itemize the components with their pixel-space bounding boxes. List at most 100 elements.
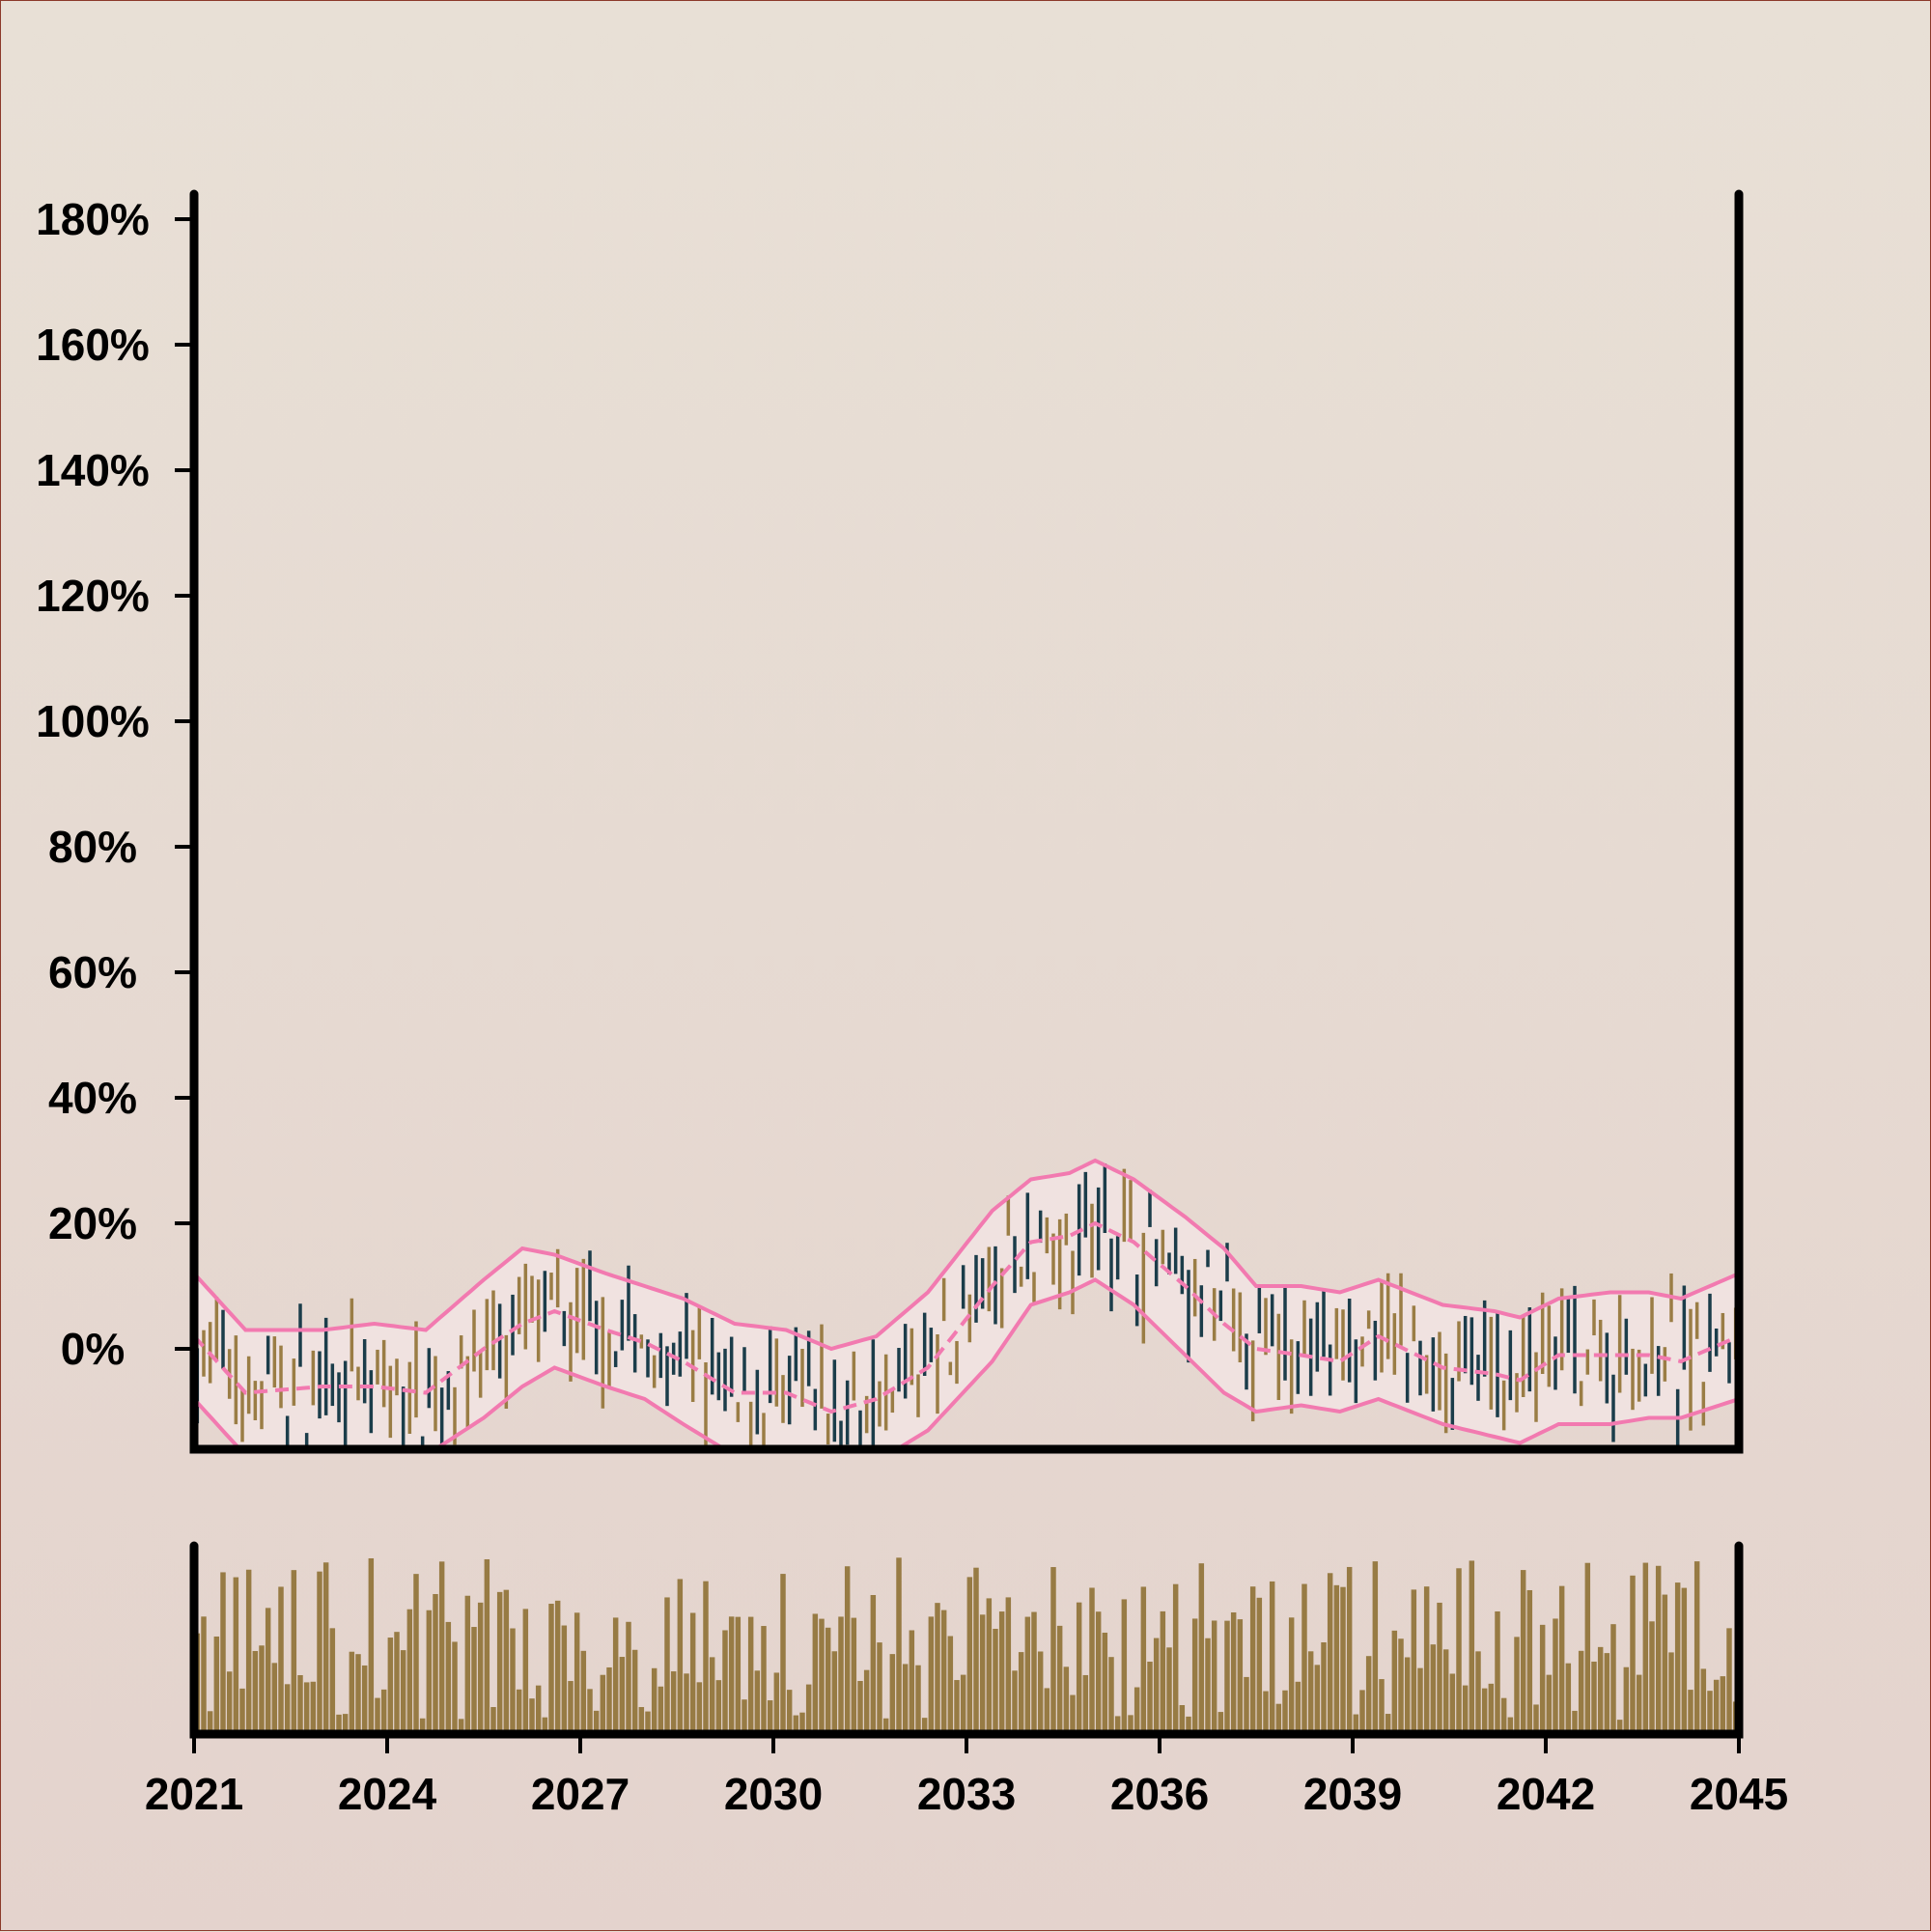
volume-bar [1018,1652,1024,1734]
volume-bar [1616,1720,1623,1734]
volume-bar [1514,1637,1520,1734]
volume-bar [1179,1705,1186,1734]
volume-bar [1224,1620,1230,1734]
volume-bar [1070,1694,1076,1734]
volume-bar [1630,1575,1636,1734]
x-tick-label: 2042 [1497,1769,1595,1819]
volume-bar [773,1672,780,1734]
volume-bar [310,1681,317,1734]
volume-bar [1469,1560,1475,1734]
volume-bar [747,1616,754,1734]
volume-bar [419,1718,426,1734]
volume-bar [780,1574,786,1734]
volume-bar [626,1621,631,1734]
volume-bar [1346,1566,1353,1734]
volume-bar [1024,1616,1031,1734]
volume-bar [452,1641,458,1734]
volume-bar [1359,1690,1365,1734]
volume-bar [979,1614,986,1734]
volume-bar [651,1667,658,1734]
volume-bar [1191,1618,1198,1734]
price-panel-frame [189,189,1744,1454]
x-tick-label: 2030 [724,1769,823,1819]
volume-bar [1340,1586,1346,1734]
volume-bar [245,1569,252,1734]
y-tick-label: 120% [36,571,150,621]
volume-bar [342,1714,349,1734]
volume-bar [1726,1628,1732,1734]
volume-bar [1301,1583,1307,1734]
volume-panel-frame [189,1541,1744,1739]
volume-bar [1553,1618,1558,1734]
volume-bar [1282,1690,1288,1734]
volume-bar [1076,1602,1082,1734]
volume-bar [1539,1624,1546,1734]
volume-bar [1610,1624,1616,1734]
volume-bar [677,1579,684,1734]
volume-bar [1211,1620,1217,1734]
volume-bar [915,1665,921,1734]
volume-bar [1108,1657,1114,1734]
volume-bar [960,1674,966,1734]
y-tick-label: 80% [48,822,137,872]
volume-bar [993,1628,998,1734]
volume-bar [1379,1679,1385,1734]
volume-bar [433,1593,438,1734]
volume-bar [1230,1611,1237,1734]
volume-bar [1442,1649,1449,1734]
volume-bar [490,1707,496,1734]
volume-bar [1307,1651,1314,1734]
volume-bar [882,1718,889,1734]
volume-bar [1128,1715,1133,1734]
volume-bar [1121,1599,1128,1734]
volume-bar [1526,1589,1533,1734]
volume-bar [1636,1674,1642,1734]
volume-bar [1495,1610,1500,1734]
volume-bar [1417,1667,1423,1734]
volume-bar [445,1621,452,1734]
volume-bar [1662,1594,1668,1734]
volume-bar [1333,1584,1340,1734]
volume-bar [998,1611,1005,1734]
volume-bar [322,1562,329,1734]
volume-bar [1160,1610,1166,1734]
volume-bar [696,1682,703,1734]
volume-bar [1720,1676,1726,1734]
volume-bar [1655,1565,1662,1734]
volume-bar [542,1717,548,1734]
volume-bar [271,1663,278,1734]
volume-bar [1153,1638,1160,1734]
volume-bar [535,1685,542,1734]
volume-bar [1063,1666,1070,1734]
volume-bar [580,1650,587,1734]
volume-bar [670,1671,677,1734]
volume-bar [1713,1679,1720,1734]
volume-bar [1533,1704,1539,1734]
volume-bar [380,1689,387,1734]
volume-bar [516,1689,522,1734]
volume-bar [548,1604,554,1734]
volume-bar [1411,1589,1417,1734]
volume-bar [1166,1647,1172,1734]
volume-bar [368,1557,375,1734]
volume-bar [722,1630,728,1734]
volume-bar [568,1681,574,1734]
volume-bar [1256,1597,1263,1734]
volume-bar [510,1628,516,1734]
volume-bar [1449,1673,1456,1734]
volume-bar [1565,1663,1572,1734]
volume-bar [754,1670,761,1734]
volume-bar [1295,1681,1301,1734]
volume-bar [1269,1581,1275,1734]
volume-bar [735,1616,742,1734]
volume-bar [1005,1597,1012,1734]
volume-bar [645,1711,651,1734]
volume-bar [1044,1688,1050,1734]
volume-bar [954,1680,960,1734]
volume-bar [786,1690,793,1734]
volume-bar [1205,1638,1211,1734]
volume-bar [1056,1625,1063,1734]
volume-bar [1353,1714,1359,1734]
y-tick-label: 160% [36,320,150,370]
x-tick-label: 2039 [1303,1769,1402,1819]
